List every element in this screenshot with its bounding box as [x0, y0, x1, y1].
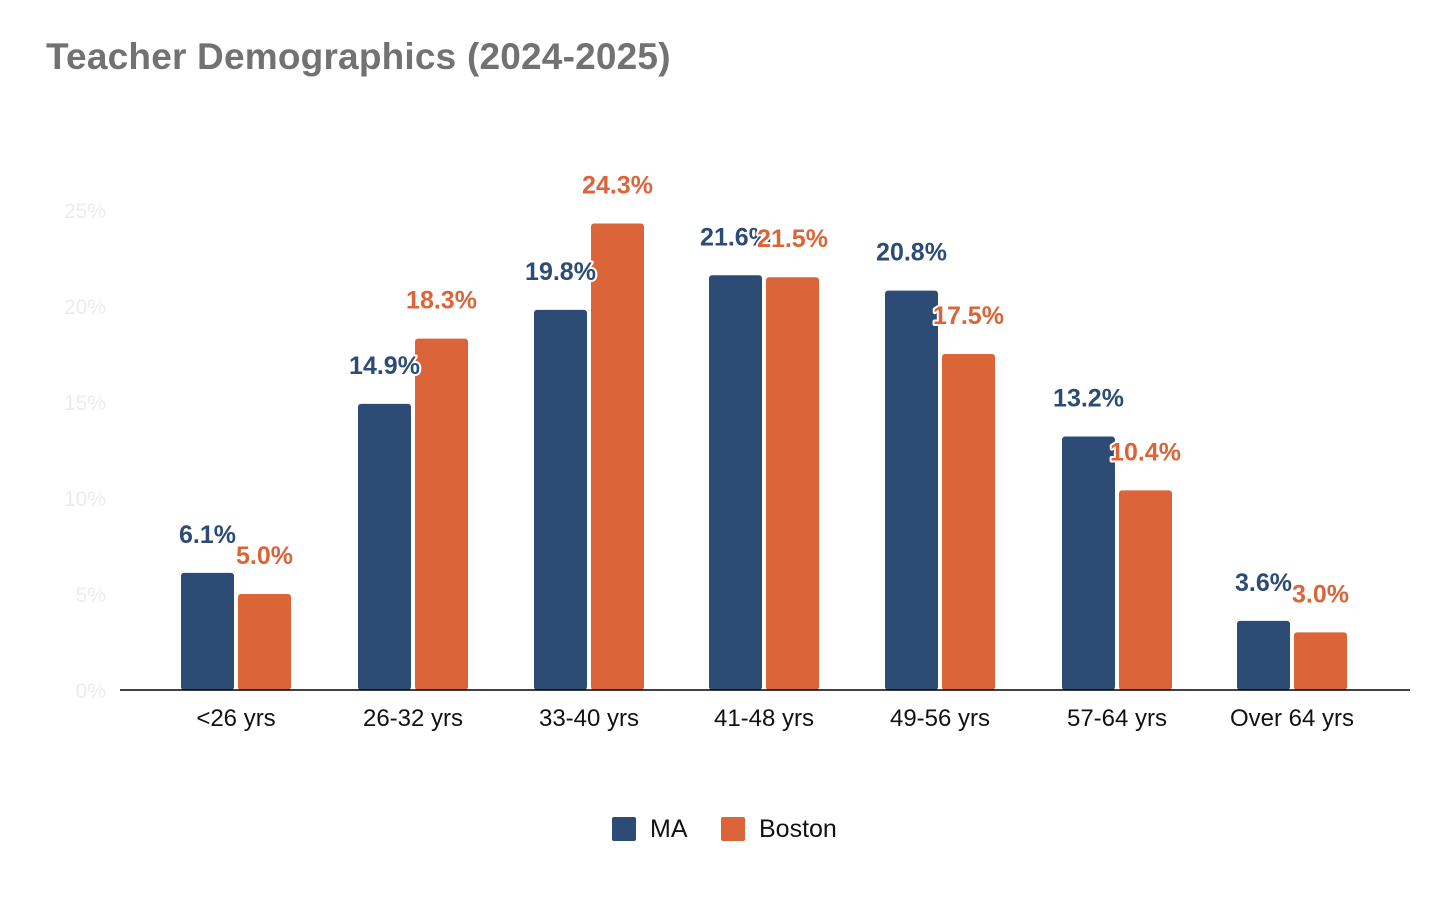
y-tick-label: 25%: [64, 200, 106, 223]
data-label-ma: 3.6%: [1235, 569, 1292, 597]
bar-ma-0: [181, 572, 234, 690]
bar-boston-2: [591, 223, 644, 690]
x-tick-label: 41-48 yrs: [714, 705, 814, 732]
data-label-boston: 17.5%: [933, 302, 1004, 330]
x-tick-label: 33-40 yrs: [539, 705, 639, 732]
y-tick-label: 15%: [64, 392, 106, 415]
bar-ma-1: [358, 403, 411, 690]
data-labels: 6.1% 14.9% 19.8% 21.6% 20.8% 13.2% 3.6% 5.0% 18.…: [177, 169, 1351, 610]
bar-group: [181, 223, 1347, 690]
bar-boston-5: [1119, 490, 1172, 690]
data-label-boston: 3.0%: [1292, 580, 1349, 608]
data-label-boston: 18.3%: [406, 287, 477, 315]
x-tick-label: 57-64 yrs: [1067, 705, 1167, 732]
data-label-ma: 13.2%: [1053, 385, 1124, 413]
y-tick-label: 10%: [64, 488, 106, 511]
x-tick-label: 26-32 yrs: [363, 705, 463, 732]
bar-ma-2: [534, 309, 587, 690]
legend-label-boston: Boston: [759, 815, 837, 843]
bar-ma-3: [709, 275, 762, 690]
bar-boston-1: [415, 338, 468, 690]
data-label-boston: 21.5%: [757, 225, 828, 253]
x-tick-label: 49-56 yrs: [890, 705, 990, 732]
legend: MA Boston: [612, 815, 837, 843]
bar-ma-5: [1062, 436, 1115, 690]
bar-ma-4: [885, 290, 938, 690]
data-label-ma: 6.1%: [179, 521, 236, 549]
bar-boston-0: [238, 594, 291, 690]
legend-swatch-ma: [612, 817, 636, 841]
y-tick-label: 20%: [64, 296, 106, 319]
bar-boston-6: [1294, 632, 1347, 690]
x-axis-ticks: <26 yrs 26-32 yrs 33-40 yrs 41-48 yrs 49-56 …: [196, 705, 1354, 732]
data-label-boston: 24.3%: [582, 171, 653, 199]
chart-title: Teacher Demographics (2024-2025): [46, 36, 671, 77]
y-tick-label: 0%: [76, 680, 106, 703]
data-label-ma: 19.8%: [525, 258, 596, 286]
bar-boston-3: [766, 277, 819, 690]
legend-swatch-boston: [721, 817, 745, 841]
bar-ma-6: [1237, 620, 1290, 690]
data-label-ma: 20.8%: [876, 239, 947, 267]
data-label-ma: 14.9%: [349, 352, 420, 380]
legend-label-ma: MA: [650, 815, 688, 843]
x-tick-label: Over 64 yrs: [1230, 705, 1354, 732]
y-tick-label: 5%: [76, 584, 106, 607]
data-label-boston: 10.4%: [1110, 438, 1181, 466]
x-tick-label: <26 yrs: [196, 705, 275, 732]
y-axis-ticks: 0% 5% 10% 15% 20% 25%: [64, 200, 106, 703]
data-label-ma: 21.6%: [700, 223, 771, 251]
data-label-boston: 5.0%: [236, 542, 293, 570]
bar-boston-4: [942, 354, 995, 690]
